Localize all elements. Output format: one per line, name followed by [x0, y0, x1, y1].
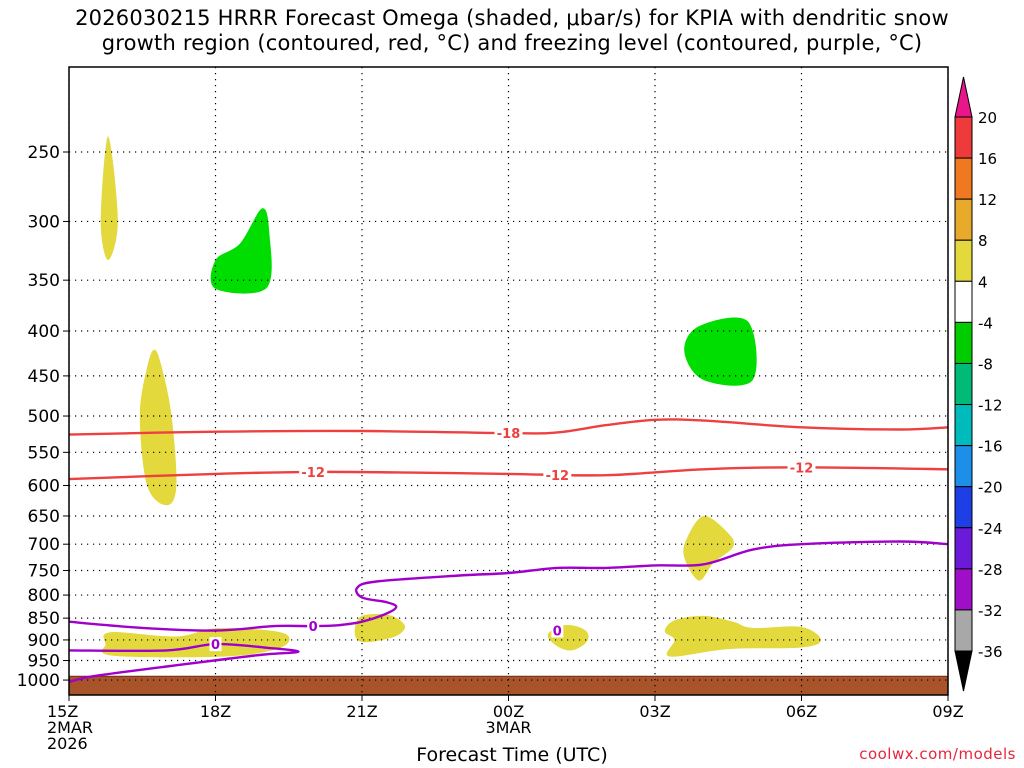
y-tick-label-1000: 1000	[17, 671, 60, 691]
colorbar-label-9: -16	[978, 438, 1003, 456]
colorbar-band-11	[954, 527, 973, 570]
omega-region-positive-1	[100, 136, 118, 261]
x-tick-label-18-1: 09Z	[932, 702, 963, 721]
y-tick-label-550: 550	[28, 443, 60, 463]
y-tick-label-850: 850	[28, 609, 60, 629]
plot-background	[69, 67, 948, 695]
colorbar-label-6: -4	[978, 314, 993, 332]
y-tick-label-950: 950	[28, 652, 60, 672]
colorbar-label-11: -24	[978, 520, 1003, 538]
y-tick-label-700: 700	[28, 535, 60, 555]
x-tick-label-15-1: 06Z	[786, 702, 817, 721]
colorbar-band-3	[954, 198, 973, 241]
chart-title-line-1: 2026030215 HRRR Forecast Omega (shaded, …	[75, 6, 949, 30]
y-tick-label-300: 300	[28, 212, 60, 232]
omega-region-negative-2	[210, 208, 272, 294]
colorbar-label-7: -8	[978, 355, 993, 373]
plot-area: -18 -12 -12 -12 0 0 0	[69, 67, 948, 695]
x-tick-label-12-1: 03Z	[639, 702, 670, 721]
temp-contour-3-label: -12	[546, 469, 570, 484]
colorbar-top-arrow	[954, 76, 973, 118]
y-tick-label-900: 900	[28, 631, 60, 651]
temp-contour-4-label: -12	[790, 461, 814, 476]
x-tick-label-0-2: 2MAR	[47, 718, 93, 737]
y-tick-label-500: 500	[28, 407, 60, 427]
y-tick-label-350: 350	[28, 271, 60, 291]
colorbar-label-3: 12	[978, 191, 997, 209]
colorbar-band-4	[954, 239, 973, 282]
colorbar-band-2	[954, 157, 973, 200]
colorbar-bottom-arrow	[954, 650, 973, 692]
x-tick-label-9-2: 3MAR	[485, 718, 531, 737]
colorbar-label-4: 8	[978, 232, 988, 250]
temp-contour-3-label-bg	[543, 468, 572, 483]
temp-contour-1-label: -18	[497, 427, 521, 442]
colorbar-label-8: -12	[978, 397, 1003, 415]
y-tick-label-600: 600	[28, 476, 60, 496]
freezing-level-5-label-bg	[307, 619, 320, 634]
temp-contour-4-label-bg	[787, 460, 816, 475]
freezing-level-7-label-bg	[551, 623, 564, 638]
temp-contour-1-line	[69, 418, 948, 436]
x-axis-label: Forecast Time (UTC)	[416, 744, 608, 766]
colorbar-label-12: -28	[978, 561, 1003, 579]
freezing-level-6-label: 0	[211, 638, 220, 653]
y-tick-label-450: 450	[28, 367, 60, 387]
colorbar-label-1: 20	[978, 109, 997, 127]
colorbar-label-5: 4	[978, 273, 988, 291]
colorbar-label-13: -32	[978, 602, 1003, 620]
freezing-level-6-label-bg	[209, 637, 222, 652]
freezing-level-6-line	[69, 642, 300, 684]
x-tick-label-9-1: 00Z	[493, 702, 524, 721]
y-tick-label-250: 250	[28, 143, 60, 163]
source-credit: coolwx.com/models	[859, 745, 1016, 763]
y-tick-label-400: 400	[28, 322, 60, 342]
y-tick-label-750: 750	[28, 561, 60, 581]
colorbar-label-14: -36	[978, 643, 1003, 661]
freezing-level-5-label: 0	[309, 620, 318, 635]
omega-region-positive-8	[664, 615, 821, 657]
colorbar-band-6	[954, 321, 973, 364]
temp-contour-2-label-bg	[299, 464, 328, 479]
colorbar-label-10: -20	[978, 479, 1003, 497]
x-tick-label-3-1: 18Z	[200, 702, 231, 721]
temp-contour-1-label-bg	[494, 426, 523, 441]
y-tick-label-800: 800	[28, 586, 60, 606]
colorbar-band-1	[954, 116, 973, 159]
colorbar-band-7	[954, 362, 973, 406]
colorbar-label-2: 16	[978, 150, 997, 168]
freezing-level-5-line	[69, 540, 948, 632]
y-tick-label-650: 650	[28, 507, 60, 527]
chart-title-line-2: growth region (contoured, red, °C) and f…	[101, 31, 923, 55]
chart-title: 2026030215 HRRR Forecast Omega (shaded, …	[0, 6, 1024, 56]
colorbar-band-9	[954, 445, 973, 488]
x-tick-label-0-1: 15Z	[47, 702, 78, 721]
colorbar-band-10	[954, 486, 973, 529]
omega-region-positive-3	[139, 349, 177, 506]
colorbar-band-5	[954, 280, 973, 323]
omega-region-negative-9	[684, 317, 757, 386]
x-tick-label-0-3: 2026	[47, 734, 88, 753]
colorbar-band-13	[954, 609, 973, 652]
temp-contour-2-label: -12	[301, 466, 325, 481]
colorbar-band-8	[954, 404, 973, 447]
colorbar-band-12	[954, 568, 973, 611]
freezing-level-7-label: 0	[553, 624, 562, 639]
x-tick-label-6-1: 21Z	[346, 702, 377, 721]
